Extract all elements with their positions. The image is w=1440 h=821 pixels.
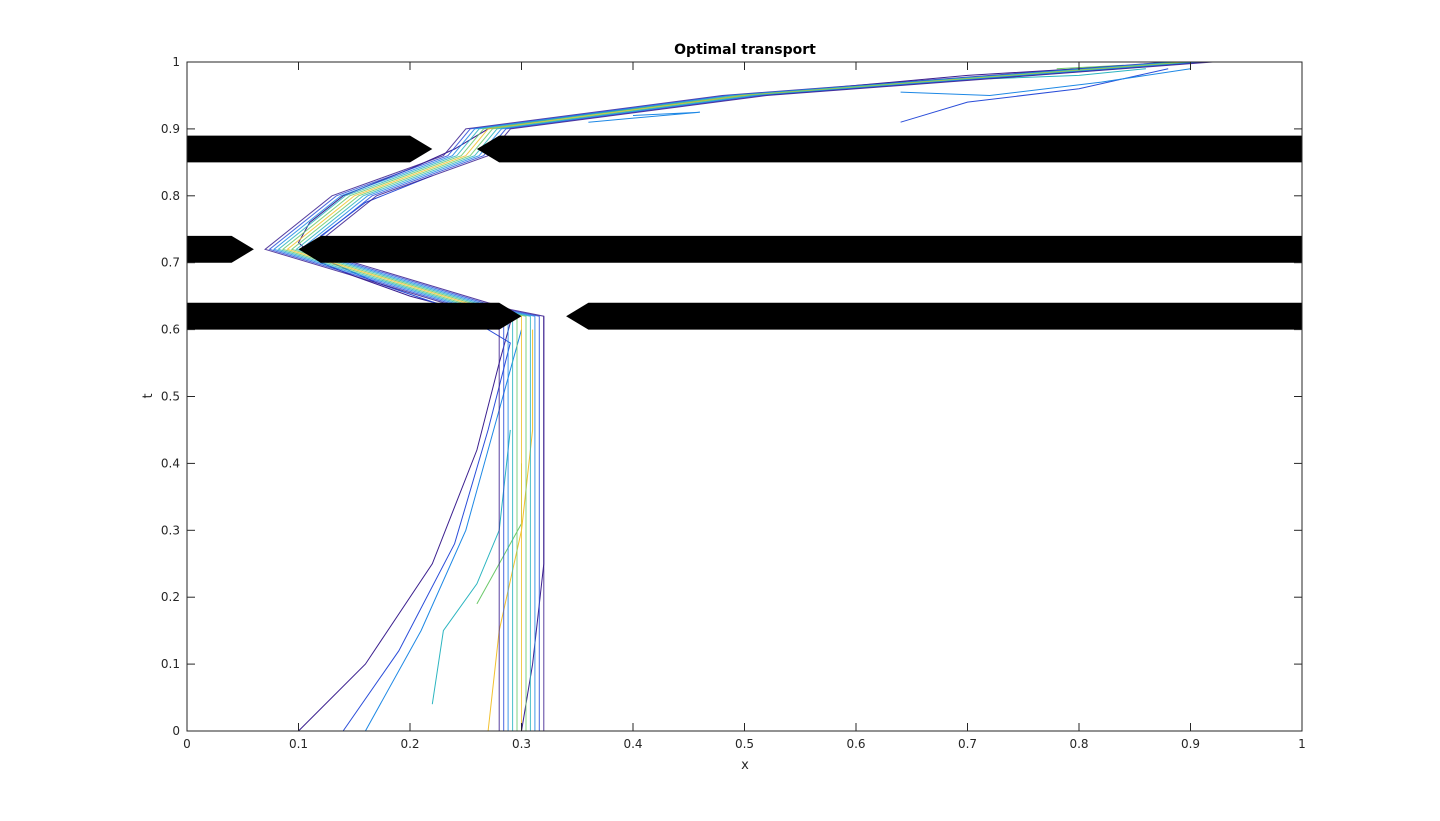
x-tick-label: 0.5	[735, 737, 754, 751]
barrier	[566, 302, 1302, 330]
x-tick-label: 0.7	[958, 737, 977, 751]
y-axis: 0 0.1 0.2 0.3 0.4 0.5 0.6 0.7 0.8 0.9 1	[161, 55, 1302, 738]
barrier	[187, 302, 522, 330]
chart-title: Optimal transport	[674, 42, 816, 58]
plot-background	[187, 62, 1302, 731]
y-tick-label: 0.7	[161, 256, 180, 270]
y-tick-label: 0.5	[161, 390, 180, 404]
transport-path-line	[304, 61, 1209, 731]
x-tick-label: 1	[1298, 737, 1306, 751]
barrier	[298, 235, 1302, 263]
barrier	[476, 135, 1302, 163]
contour-line	[588, 111, 700, 123]
x-tick-label: 0	[183, 737, 191, 751]
plot-area	[186, 61, 1303, 732]
contour-line	[364, 329, 522, 732]
x-tick-label: 0.2	[400, 737, 419, 751]
x-tick-label: 0.9	[1181, 737, 1200, 751]
x-tick-label: 0.8	[1069, 737, 1088, 751]
y-tick-label: 0	[172, 724, 180, 738]
x-tick-label: 0.4	[623, 737, 642, 751]
x-tick-label: 0.6	[846, 737, 865, 751]
y-tick-label: 0.4	[161, 456, 180, 470]
contour-line	[431, 429, 511, 705]
transport-path-line	[295, 61, 1200, 731]
y-tick-label: 0.2	[161, 590, 180, 604]
transport-path-line	[308, 61, 1213, 731]
x-axis-label: x	[741, 758, 749, 773]
barriers	[187, 135, 1302, 330]
x-tick-label: 0.1	[289, 737, 308, 751]
transport-path-line	[299, 61, 1204, 731]
y-tick-label: 0.1	[161, 657, 180, 671]
barrier	[187, 135, 433, 163]
x-tick-label: 0.3	[512, 737, 531, 751]
contour-line	[989, 68, 1146, 80]
y-tick-label: 0.9	[161, 122, 180, 136]
y-axis-label: t	[141, 393, 156, 398]
y-tick-label: 1	[172, 55, 180, 69]
y-tick-label: 0.3	[161, 523, 180, 537]
y-tick-label: 0.6	[161, 323, 180, 337]
barrier	[187, 235, 254, 263]
y-tick-label: 0.8	[161, 189, 180, 203]
contour-line	[900, 68, 1191, 97]
x-axis: 0 0.1 0.2 0.3 0.4 0.5 0.6 0.7 0.8 0.9 1	[183, 62, 1306, 751]
